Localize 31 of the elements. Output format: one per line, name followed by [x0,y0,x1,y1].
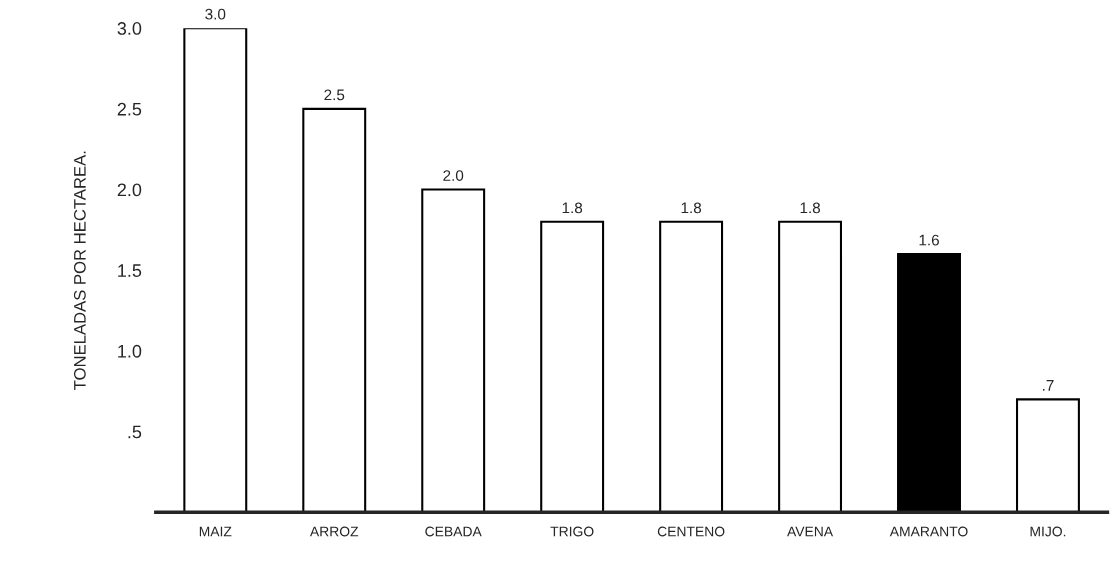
x-tick-label: MAIZ [199,526,232,537]
data-label: 1.8 [562,202,583,214]
x-tick-label: ARROZ [309,526,359,537]
y-tick-label: 1.0 [118,344,142,358]
bar [183,28,248,513]
y-tick-label: 1.5 [118,264,142,277]
x-tick-label: AVENA [787,526,834,537]
bar [778,220,843,513]
x-tick-label: CEBADA [425,526,482,537]
y-tick-label: .5 [128,425,142,439]
bar [897,253,961,513]
bar [1015,398,1080,513]
data-label: 1.6 [919,234,939,246]
bar [421,188,486,513]
x-tick-label: CENTENO [657,526,725,537]
y-tick-label: 2.0 [117,183,142,197]
data-label: .7 [1042,380,1054,391]
data-label: 2.0 [443,170,464,181]
bar [659,220,724,513]
data-label: 2.5 [324,89,345,101]
y-tick-label: 2.5 [117,102,142,116]
x-tick-label: MIJO. [1030,526,1066,537]
bar [302,107,367,513]
data-label: 1.8 [681,202,702,214]
y-tick-label: 3.0 [117,22,142,35]
bar [540,220,605,513]
data-label: 1.8 [800,202,821,214]
y-axis-title: TONELADAS POR HECTAREA. [73,151,86,390]
x-tick-label: AMARANTO [889,526,968,537]
x-tick-label: TRIGO [550,526,594,537]
data-label: 3.0 [205,8,226,20]
